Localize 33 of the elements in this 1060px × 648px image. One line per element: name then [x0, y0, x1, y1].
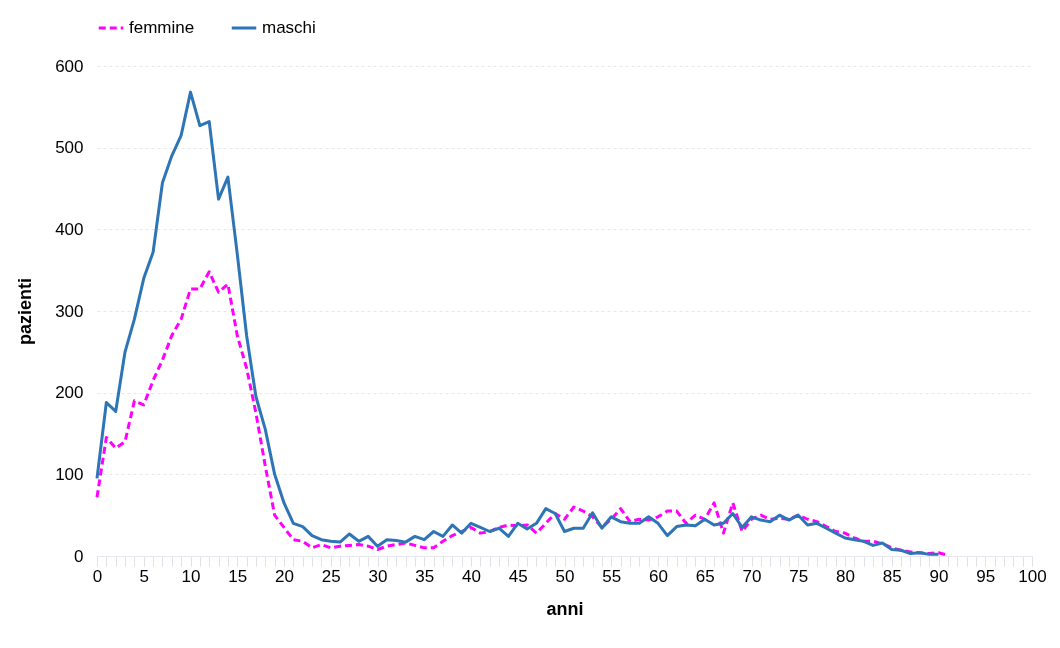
x-tick-label: 60: [649, 566, 668, 586]
y-tick-label: 600: [55, 56, 84, 76]
x-tick-label: 75: [789, 566, 809, 586]
x-tick-label: 25: [321, 566, 341, 586]
x-tick-label: 65: [695, 566, 715, 586]
x-tick-label: 85: [882, 566, 902, 586]
x-tick-label: 0: [92, 566, 103, 586]
line-series: [95, 90, 940, 556]
x-axis-title: anni: [546, 598, 584, 619]
x-tick-label: 80: [836, 566, 855, 586]
x-tick-label: 45: [508, 566, 528, 586]
x-tick-label: 95: [976, 566, 996, 586]
x-tick-label: 40: [462, 566, 481, 586]
x-tick-label: 90: [929, 566, 949, 586]
y-tick-label: 300: [55, 301, 84, 321]
x-tick-label: 35: [415, 566, 435, 586]
y-tick-label: 200: [55, 383, 84, 403]
y-tick-label: 500: [55, 138, 84, 158]
y-tick-label: 400: [55, 219, 84, 239]
x-tick-label: 70: [742, 566, 762, 586]
x-tick-label: 5: [139, 566, 149, 586]
y-axis-title: pazienti: [15, 277, 36, 346]
x-tick-label: 100: [1018, 566, 1047, 586]
y-tick-label: 0: [74, 546, 84, 566]
y-tick-label: 100: [55, 464, 84, 484]
x-tick-label: 15: [228, 566, 248, 586]
legend-label: femmine: [129, 18, 195, 37]
x-tick-label: 20: [275, 566, 294, 586]
x-tick-label: 55: [602, 566, 622, 586]
x-tick-label: 10: [181, 566, 201, 586]
x-tick-label: 30: [368, 566, 388, 586]
legend-label: maschi: [262, 18, 316, 37]
x-tick-label: 50: [555, 566, 575, 586]
